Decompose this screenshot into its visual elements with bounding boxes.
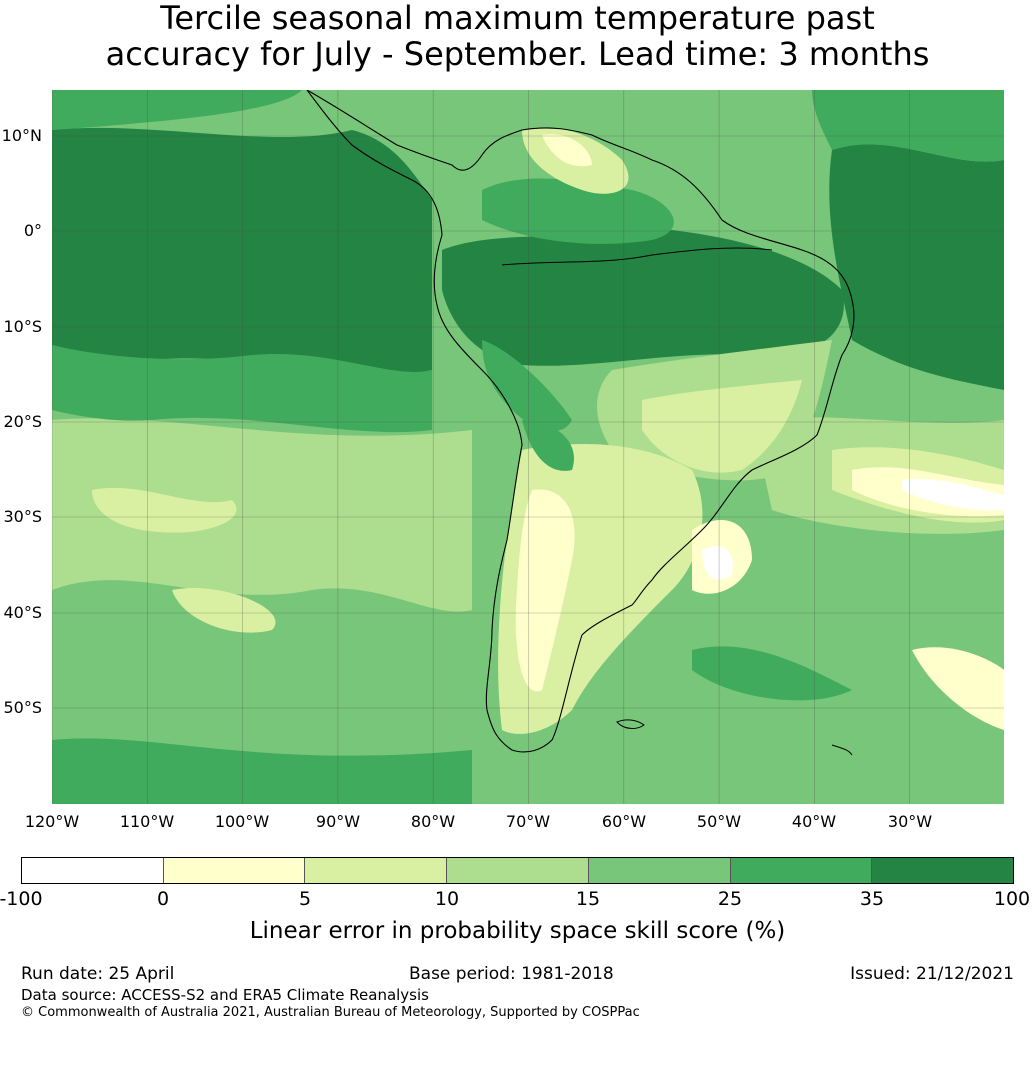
colorbar-segment bbox=[22, 858, 164, 883]
colorbar-segment bbox=[163, 858, 306, 883]
base-period: Base period: 1981-2018 bbox=[409, 964, 614, 984]
graticule bbox=[52, 90, 1004, 804]
skill-field bbox=[52, 90, 1004, 804]
colorbar-tick: 25 bbox=[717, 888, 743, 910]
issued-date: Issued: 21/12/2021 bbox=[850, 964, 1014, 984]
lon-label-50w: 50°W bbox=[696, 812, 742, 831]
river-amazon bbox=[501, 247, 773, 266]
colorbar bbox=[21, 857, 1014, 884]
chart-title-line-1: Tercile seasonal maximum temperature pas… bbox=[160, 0, 875, 37]
colorbar-segment bbox=[447, 858, 589, 883]
lat-label-0: 0° bbox=[23, 221, 42, 240]
colorbar-tick: 100 bbox=[993, 888, 1031, 910]
lon-label-40w: 40°W bbox=[791, 812, 837, 831]
south-georgia bbox=[831, 744, 853, 756]
falkland-islands bbox=[616, 719, 645, 729]
skill-map bbox=[52, 90, 1004, 804]
colorbar-segment bbox=[305, 858, 448, 883]
lon-label-120w: 120°W bbox=[24, 812, 80, 831]
colorbar-tick: 35 bbox=[859, 888, 885, 910]
data-source: Data source: ACCESS-S2 and ERA5 Climate … bbox=[21, 986, 429, 1004]
colorbar-tick: 15 bbox=[575, 888, 601, 910]
run-date: Run date: 25 April bbox=[21, 964, 175, 984]
lat-label-30s: 30°S bbox=[3, 507, 42, 526]
lon-label-80w: 80°W bbox=[410, 812, 456, 831]
colorbar-tick: -100 bbox=[0, 888, 43, 910]
copyright: © Commonwealth of Australia 2021, Austra… bbox=[21, 1005, 640, 1020]
lat-label-20s: 20°S bbox=[3, 412, 42, 431]
colorbar-tick: 0 bbox=[156, 888, 170, 910]
colorbar-tick: 5 bbox=[298, 888, 312, 910]
lat-label-50s: 50°S bbox=[3, 698, 42, 717]
coastline bbox=[306, 90, 855, 753]
lat-label-40s: 40°S bbox=[3, 603, 42, 622]
lon-label-60w: 60°W bbox=[601, 812, 647, 831]
colorbar-label: Linear error in probability space skill … bbox=[249, 918, 786, 944]
lon-label-90w: 90°W bbox=[315, 812, 361, 831]
chart-title-line-2: accuracy for July - September. Lead time… bbox=[105, 35, 930, 73]
lat-label-10n: 10°N bbox=[1, 126, 42, 145]
colorbar-segment bbox=[872, 858, 1014, 883]
colorbar-segment bbox=[588, 858, 731, 883]
lon-label-30w: 30°W bbox=[887, 812, 933, 831]
lon-label-70w: 70°W bbox=[505, 812, 551, 831]
colorbar-segment bbox=[730, 858, 873, 883]
lon-label-110w: 110°W bbox=[119, 812, 175, 831]
lon-label-100w: 100°W bbox=[214, 812, 270, 831]
colorbar-tick: 10 bbox=[434, 888, 460, 910]
lat-label-10s: 10°S bbox=[3, 317, 42, 336]
